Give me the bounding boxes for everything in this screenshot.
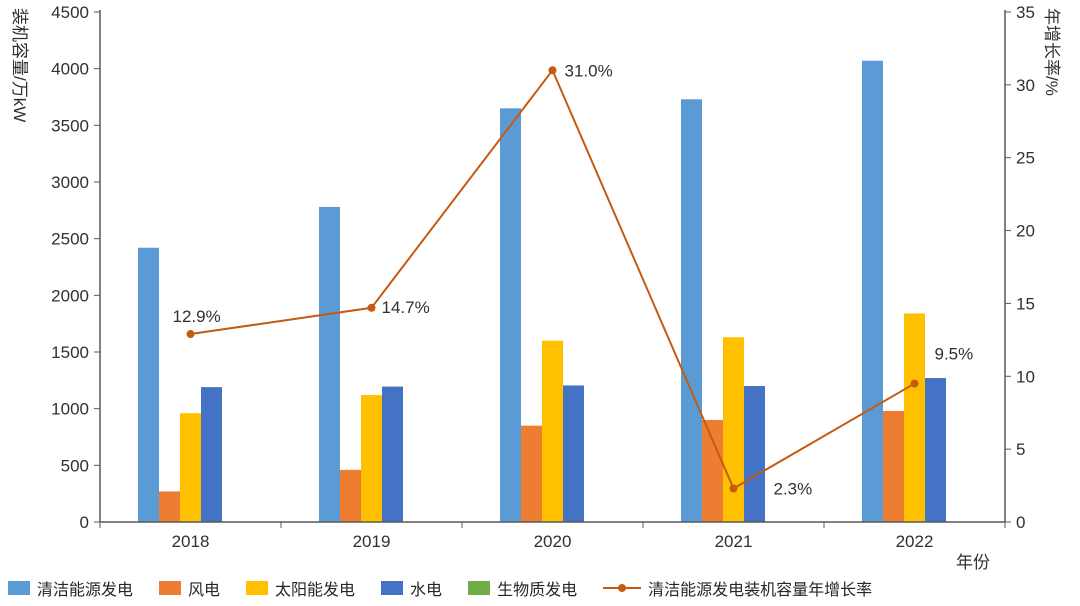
legend-swatch-风电 — [159, 581, 182, 595]
bar-清洁能源发电 — [138, 247, 159, 522]
left-axis-tick-label: 3500 — [51, 116, 89, 135]
legend-item: 风电 — [159, 576, 220, 600]
legend-item: 水电 — [381, 576, 442, 600]
right-axis-tick-label: 30 — [1016, 76, 1035, 95]
bar-风电 — [702, 420, 723, 522]
growth-rate-point — [910, 379, 919, 388]
left-axis-tick-label: 2500 — [51, 230, 89, 249]
x-axis-category-label: 2022 — [896, 532, 934, 551]
bar-太阳能发电 — [542, 340, 563, 522]
legend-label: 生物质发电 — [497, 582, 578, 599]
right-axis-tick-label: 20 — [1016, 222, 1035, 241]
bar-风电 — [340, 469, 361, 522]
left-axis-title: 装机容量/万kW — [10, 8, 29, 123]
legend-swatch-清洁能源发电 — [8, 581, 30, 595]
right-axis-title: 年增长率/% — [1042, 8, 1061, 96]
bar-清洁能源发电 — [319, 206, 340, 522]
x-axis-category-label: 2018 — [172, 532, 210, 551]
bar-水电 — [201, 387, 222, 522]
bar-水电 — [925, 378, 946, 522]
bar-水电 — [382, 386, 403, 522]
legend-swatch-水电 — [381, 581, 404, 595]
left-axis-tick-label: 3000 — [51, 173, 89, 192]
legend-swatch-太阳能发电 — [246, 581, 269, 595]
growth-rate-point-label: 14.7% — [382, 298, 430, 317]
bar-风电 — [521, 425, 542, 522]
bar-风电 — [883, 410, 904, 522]
legend-item: 清洁能源发电 — [8, 576, 133, 600]
right-axis-tick-label: 25 — [1016, 149, 1035, 168]
left-axis-tick-label: 2000 — [51, 286, 89, 305]
left-axis-tick-label: 1500 — [51, 343, 89, 362]
x-axis-category-label: 2021 — [715, 532, 753, 551]
bar-水电 — [563, 385, 584, 522]
right-axis-tick-label: 5 — [1016, 440, 1025, 459]
growth-rate-point-label: 31.0% — [565, 61, 613, 80]
right-axis-tick-label: 0 — [1016, 513, 1025, 532]
bar-太阳能发电 — [180, 413, 201, 522]
left-axis-tick-label: 4000 — [51, 60, 89, 79]
right-axis-tick-label: 15 — [1016, 294, 1035, 313]
legend-label: 清洁能源发电 — [37, 582, 134, 599]
legend-line-swatch — [603, 584, 642, 592]
legend-label: 水电 — [410, 582, 443, 599]
growth-rate-point — [186, 330, 195, 339]
growth-rate-point-label: 2.3% — [774, 479, 813, 498]
bar-清洁能源发电 — [862, 60, 883, 522]
growth-rate-point — [367, 303, 376, 312]
left-axis-tick-label: 0 — [80, 513, 89, 532]
growth-rate-point-label: 9.5% — [935, 345, 974, 364]
bar-清洁能源发电 — [500, 108, 521, 522]
growth-rate-point — [548, 66, 557, 75]
bar-水电 — [744, 386, 765, 522]
bar-太阳能发电 — [723, 337, 744, 522]
left-axis-tick-label: 500 — [61, 456, 89, 475]
bar-太阳能发电 — [904, 313, 925, 522]
legend-swatch-生物质发电 — [468, 581, 491, 595]
bar-风电 — [159, 491, 180, 522]
legend-item: 生物质发电 — [468, 576, 577, 600]
right-axis-tick-label: 10 — [1016, 367, 1035, 386]
growth-rate-point-label: 12.9% — [173, 307, 221, 326]
left-axis-tick-label: 4500 — [51, 3, 89, 22]
legend-item: 清洁能源发电装机容量年增长率 — [603, 576, 872, 600]
legend-label: 风电 — [188, 582, 221, 599]
left-axis-tick-label: 1000 — [51, 400, 89, 419]
right-axis-tick-label: 35 — [1016, 3, 1035, 22]
legend-label: 太阳能发电 — [275, 582, 356, 599]
x-axis-category-label: 2020 — [534, 532, 572, 551]
bar-太阳能发电 — [361, 395, 382, 522]
x-axis-title: 年份 — [956, 553, 990, 572]
legend-line-dot — [618, 584, 627, 592]
legend: 清洁能源发电 风电 太阳能发电 水电 生物质发电 清洁能源发电装机容量年增长率 — [8, 576, 872, 600]
bar-清洁能源发电 — [681, 99, 702, 523]
legend-label: 清洁能源发电装机容量年增长率 — [648, 582, 873, 599]
legend-item: 太阳能发电 — [246, 576, 355, 600]
x-axis-category-label: 2019 — [353, 532, 391, 551]
growth-rate-point — [729, 484, 738, 493]
